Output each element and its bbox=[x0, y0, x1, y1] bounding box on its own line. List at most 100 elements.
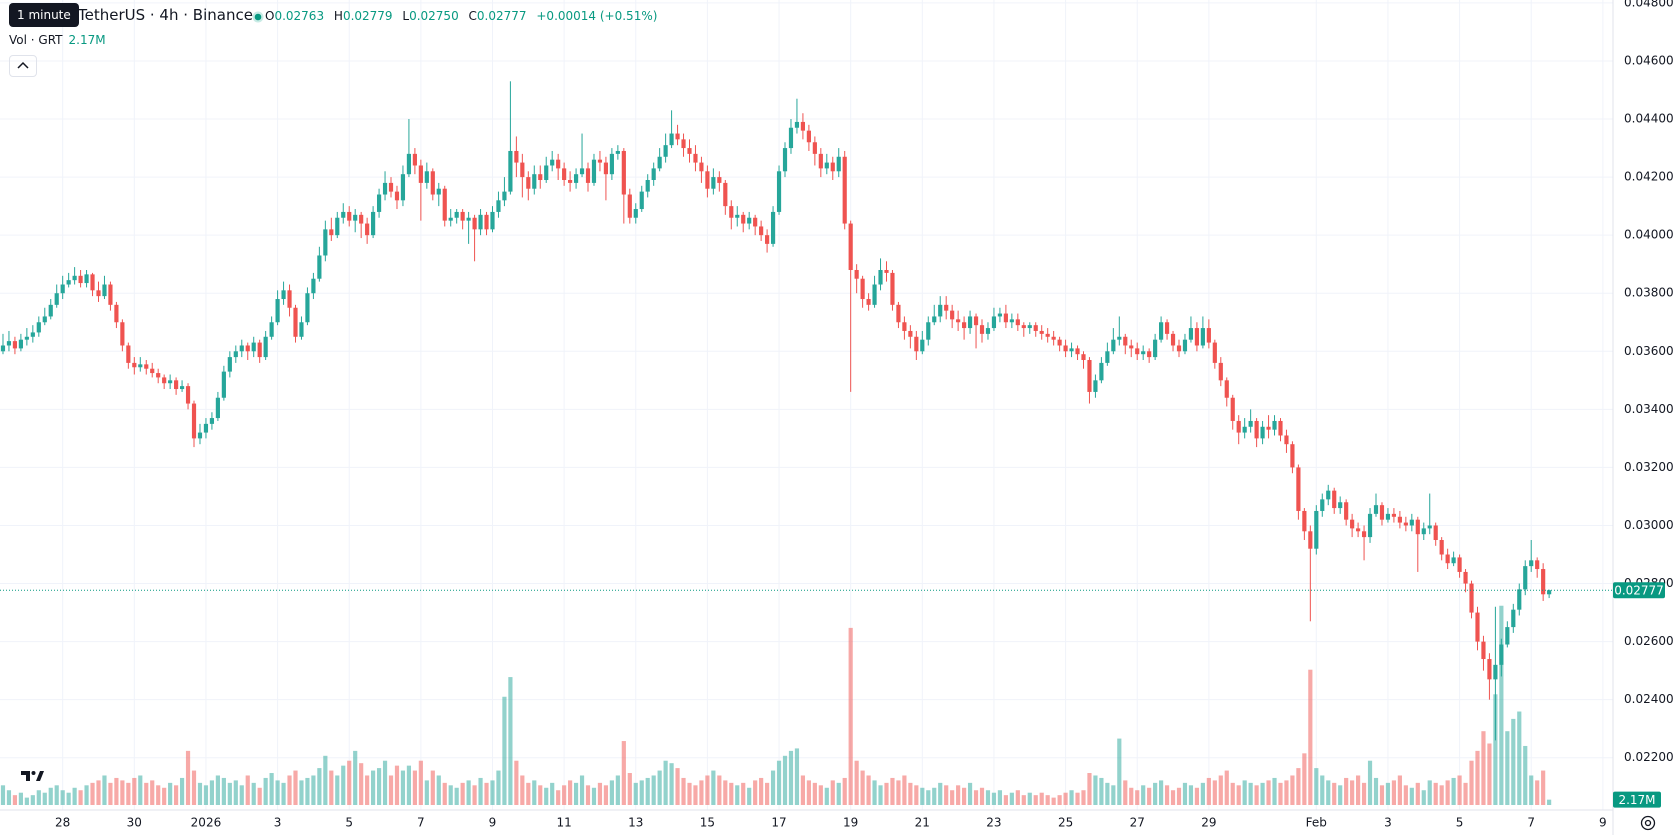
volume-bar bbox=[496, 770, 501, 805]
volume-bar bbox=[1505, 731, 1510, 805]
candle-body bbox=[317, 255, 322, 279]
volume-bar bbox=[90, 782, 95, 805]
volume-bar bbox=[627, 773, 632, 805]
candle-body bbox=[741, 214, 746, 224]
candle-body bbox=[287, 290, 292, 308]
candle-body bbox=[806, 130, 811, 143]
candle-body bbox=[126, 345, 131, 363]
candle-body bbox=[108, 284, 113, 305]
candle-body bbox=[1153, 339, 1158, 358]
volume-bar bbox=[418, 760, 423, 805]
candle-body bbox=[1129, 345, 1134, 349]
volume-bar bbox=[209, 780, 215, 805]
volume-bar bbox=[442, 782, 447, 805]
volume-bar bbox=[1481, 731, 1486, 805]
volume-bar bbox=[729, 782, 734, 805]
volume-bar bbox=[1523, 745, 1528, 805]
settings-icon[interactable] bbox=[1638, 813, 1658, 833]
volume-bar bbox=[854, 760, 859, 805]
candle-body bbox=[717, 177, 722, 183]
volume-bar bbox=[299, 780, 304, 805]
volume-bar bbox=[1003, 795, 1008, 805]
candle-body bbox=[1242, 426, 1247, 433]
candle-body bbox=[938, 304, 943, 317]
candle-body bbox=[997, 313, 1003, 317]
candle-body bbox=[1511, 609, 1516, 628]
volume-bar bbox=[597, 782, 603, 805]
candle-body bbox=[418, 165, 423, 183]
volume-bar bbox=[1081, 790, 1086, 805]
candle-body bbox=[1057, 339, 1062, 346]
candle-body bbox=[239, 345, 244, 352]
volume-bar bbox=[430, 770, 435, 805]
volume-bar bbox=[645, 777, 650, 805]
x-tick-label: 11 bbox=[556, 816, 571, 830]
volume-bar bbox=[1541, 770, 1546, 805]
candle-body bbox=[878, 270, 883, 285]
x-tick-label: 9 bbox=[489, 816, 497, 830]
candle-body bbox=[1338, 502, 1343, 509]
candle-body bbox=[1236, 420, 1241, 433]
candle-body bbox=[520, 162, 525, 178]
volume-bar bbox=[281, 782, 286, 805]
volume-bar bbox=[120, 780, 125, 805]
candle-body bbox=[1009, 319, 1014, 323]
volume-bar bbox=[1445, 780, 1450, 805]
y-tick-label: 0.04000 bbox=[1624, 228, 1674, 242]
volume-bar bbox=[191, 770, 197, 805]
volume-bar bbox=[1099, 777, 1104, 805]
candle-body bbox=[251, 342, 256, 352]
candle-body bbox=[1224, 380, 1229, 398]
y-tick-label: 0.03800 bbox=[1624, 286, 1674, 300]
volume-bar bbox=[1051, 797, 1056, 805]
volume-bar bbox=[490, 780, 495, 805]
volume-bar bbox=[920, 787, 925, 805]
volume-bar bbox=[138, 775, 143, 805]
collapse-button[interactable] bbox=[9, 55, 37, 77]
volume-bar bbox=[759, 777, 764, 805]
candle-body bbox=[1332, 490, 1337, 509]
logo[interactable] bbox=[16, 764, 48, 788]
candle-body bbox=[735, 214, 740, 218]
volume-bar bbox=[1529, 775, 1534, 805]
volume-bar bbox=[239, 785, 244, 805]
volume-bar bbox=[1314, 768, 1319, 805]
status-dot bbox=[252, 11, 264, 23]
volume-bar bbox=[269, 773, 274, 805]
volume-bar bbox=[6, 790, 12, 805]
volume-bar bbox=[1093, 775, 1098, 805]
x-tick-label: 5 bbox=[1456, 816, 1464, 830]
candle-body bbox=[1278, 420, 1283, 436]
volume-bar bbox=[448, 785, 453, 805]
candle-body bbox=[448, 217, 453, 221]
candle-body bbox=[215, 397, 220, 419]
candle-body bbox=[263, 336, 268, 358]
candle-body bbox=[1397, 516, 1402, 523]
volume-bar bbox=[1164, 785, 1170, 805]
candle-body bbox=[538, 174, 543, 180]
candle-body bbox=[329, 229, 334, 236]
volume-bar bbox=[1248, 782, 1253, 805]
candle-body bbox=[1075, 348, 1080, 355]
x-tick-label: 7 bbox=[1527, 816, 1535, 830]
candle-body bbox=[1475, 612, 1480, 642]
volume-bar bbox=[842, 777, 847, 805]
volume-layer bbox=[0, 605, 1552, 805]
volume-bar bbox=[1350, 780, 1355, 805]
volume-bar bbox=[1547, 799, 1552, 805]
volume-bar bbox=[556, 790, 561, 805]
candle-body bbox=[1248, 420, 1253, 427]
volume-bar bbox=[866, 775, 871, 805]
candle-body bbox=[1505, 627, 1510, 645]
volume-bar bbox=[1176, 787, 1182, 805]
volume-bar bbox=[938, 782, 943, 805]
symbol-title[interactable]: TetherUS · 4h · Binance bbox=[78, 6, 253, 24]
volume-bar bbox=[1182, 782, 1188, 805]
candle-body bbox=[484, 214, 489, 230]
candle-body bbox=[621, 150, 626, 195]
volume-bar bbox=[1260, 782, 1265, 805]
volume-bar bbox=[1487, 743, 1492, 805]
volume-bar bbox=[156, 785, 161, 805]
candle-body bbox=[430, 171, 435, 195]
volume-bar bbox=[681, 777, 686, 805]
